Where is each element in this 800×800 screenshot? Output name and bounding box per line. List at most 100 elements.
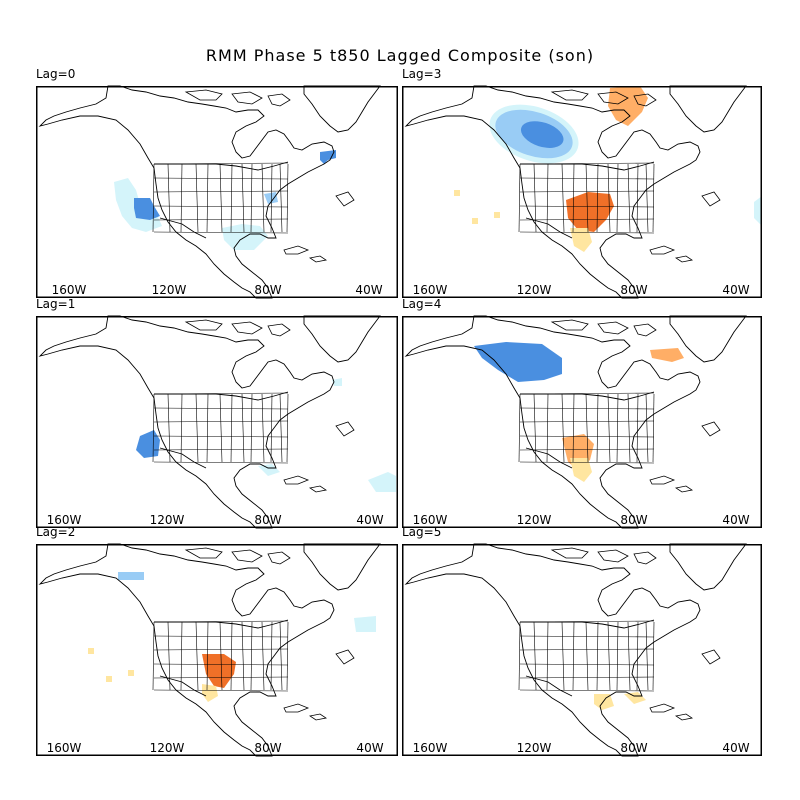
island-coastline-0 xyxy=(550,319,589,331)
lon-tick-120w: 120W xyxy=(516,741,552,755)
lag-label: Lag=0 xyxy=(36,67,76,81)
map-frame xyxy=(36,543,398,757)
anomaly-alaska-north-slope xyxy=(118,572,144,580)
lon-tick-120w: 120W xyxy=(149,513,185,527)
anomaly-central-pacific-points-0 xyxy=(88,648,94,654)
anomaly-western-canada xyxy=(474,342,562,382)
lon-tick-40w: 40W xyxy=(356,741,384,755)
anomaly-central-pacific-points-2 xyxy=(494,212,500,218)
map-frame xyxy=(402,543,762,757)
island-coastline-3 xyxy=(335,649,355,665)
island-coastline-4 xyxy=(649,703,676,713)
anomaly-north-atlantic xyxy=(354,616,376,632)
anomaly-gulf-of-mexico xyxy=(624,692,646,704)
panel-border xyxy=(402,316,762,528)
anomaly-central-pacific-points-1 xyxy=(106,676,112,682)
island-coastline-4 xyxy=(649,245,676,255)
greenland-coastline xyxy=(303,543,381,591)
lon-tick-40w: 40W xyxy=(722,283,750,297)
island-coastline-5 xyxy=(674,713,694,721)
map-frame xyxy=(36,85,398,299)
anomaly-eastern-mexico xyxy=(570,228,592,252)
island-coastline-5 xyxy=(308,713,328,721)
state-borders xyxy=(152,391,289,469)
island-coastline-2 xyxy=(267,93,291,107)
island-coastline-5 xyxy=(674,255,694,263)
island-coastline-2 xyxy=(633,93,657,107)
anomaly-baja-california-offshore xyxy=(134,198,160,220)
map-panel-lag1: Lag=1 160W 120W 80W 40W xyxy=(36,296,398,529)
anomaly-northern-quebec xyxy=(608,86,648,126)
island-coastline-1 xyxy=(597,91,629,105)
map-frame xyxy=(402,85,762,299)
island-coastline-4 xyxy=(649,475,676,485)
island-coastline-0 xyxy=(184,89,223,101)
coastline xyxy=(404,85,701,299)
island-coastline-2 xyxy=(633,551,657,565)
island-coastline-1 xyxy=(597,549,629,563)
lon-tick-80w: 80W xyxy=(620,283,648,297)
island-coastline-1 xyxy=(231,91,263,105)
anomaly-labrador xyxy=(650,348,684,362)
map-panel-lag5: Lag=5 160W 120W 80W 40W xyxy=(402,524,764,757)
anomaly-central-pacific-points-2 xyxy=(128,670,134,676)
island-coastline-3 xyxy=(701,191,721,207)
island-coastline-3 xyxy=(335,421,355,437)
island-coastline-4 xyxy=(283,475,310,485)
island-coastline-2 xyxy=(267,551,291,565)
map-panel-lag4: Lag=4 160W 120W 80W 40W xyxy=(402,296,764,529)
panel-border xyxy=(36,86,398,298)
anomaly-southern-california-baja xyxy=(136,430,160,458)
lon-tick-80w: 80W xyxy=(254,741,282,755)
anomaly-newfoundland xyxy=(320,150,336,164)
island-coastline-0 xyxy=(550,89,589,101)
anomaly-mid-atlantic-coast xyxy=(264,192,278,204)
map-frame xyxy=(36,315,398,529)
greenland-coastline xyxy=(669,543,747,591)
lon-tick-120w: 120W xyxy=(151,283,187,297)
anomaly-northern-mexico xyxy=(202,684,218,702)
island-coastline-1 xyxy=(597,321,629,335)
island-coastline-5 xyxy=(308,485,328,493)
state-borders xyxy=(518,161,655,239)
island-coastline-0 xyxy=(550,547,589,559)
coastline xyxy=(38,543,335,757)
lon-tick-160w: 160W xyxy=(46,741,82,755)
map-frame xyxy=(402,315,762,529)
island-coastline-0 xyxy=(184,319,223,331)
island-coastline-3 xyxy=(701,649,721,665)
island-coastline-4 xyxy=(283,245,310,255)
greenland-coastline xyxy=(303,85,381,133)
lon-tick-40w: 40W xyxy=(356,513,384,527)
greenland-coastline xyxy=(669,85,747,133)
anomaly-central-pacific-points-1 xyxy=(472,218,478,224)
anomaly-eastern-atlantic-edge xyxy=(754,196,762,226)
state-borders xyxy=(152,619,289,697)
anomaly-central-atlantic xyxy=(368,472,396,492)
lag-label: Lag=5 xyxy=(402,525,442,539)
greenland-coastline xyxy=(669,315,747,363)
lon-tick-80w: 80W xyxy=(254,513,282,527)
state-borders xyxy=(518,619,655,697)
anomaly-central-pacific-points-0 xyxy=(454,190,460,196)
anomaly-gulf-of-mexico xyxy=(258,464,280,476)
panel-border xyxy=(36,316,398,528)
island-coastline-2 xyxy=(267,323,291,337)
island-coastline-3 xyxy=(701,421,721,437)
coastline xyxy=(404,543,701,757)
island-coastline-1 xyxy=(231,549,263,563)
anomaly-south-central-us-texas xyxy=(566,192,614,232)
island-coastline-1 xyxy=(231,321,263,335)
island-coastline-5 xyxy=(308,255,328,263)
lon-tick-40w: 40W xyxy=(355,283,383,297)
lon-tick-160w: 160W xyxy=(46,513,82,527)
island-coastline-5 xyxy=(674,485,694,493)
lon-tick-160w: 160W xyxy=(412,283,448,297)
lon-tick-80w: 80W xyxy=(254,283,282,297)
lag-label: Lag=3 xyxy=(402,67,442,81)
state-borders xyxy=(518,391,655,469)
coastline xyxy=(38,85,335,299)
lon-tick-160w: 160W xyxy=(412,513,448,527)
anomaly-southern-plains xyxy=(202,654,236,688)
state-borders xyxy=(152,161,289,239)
